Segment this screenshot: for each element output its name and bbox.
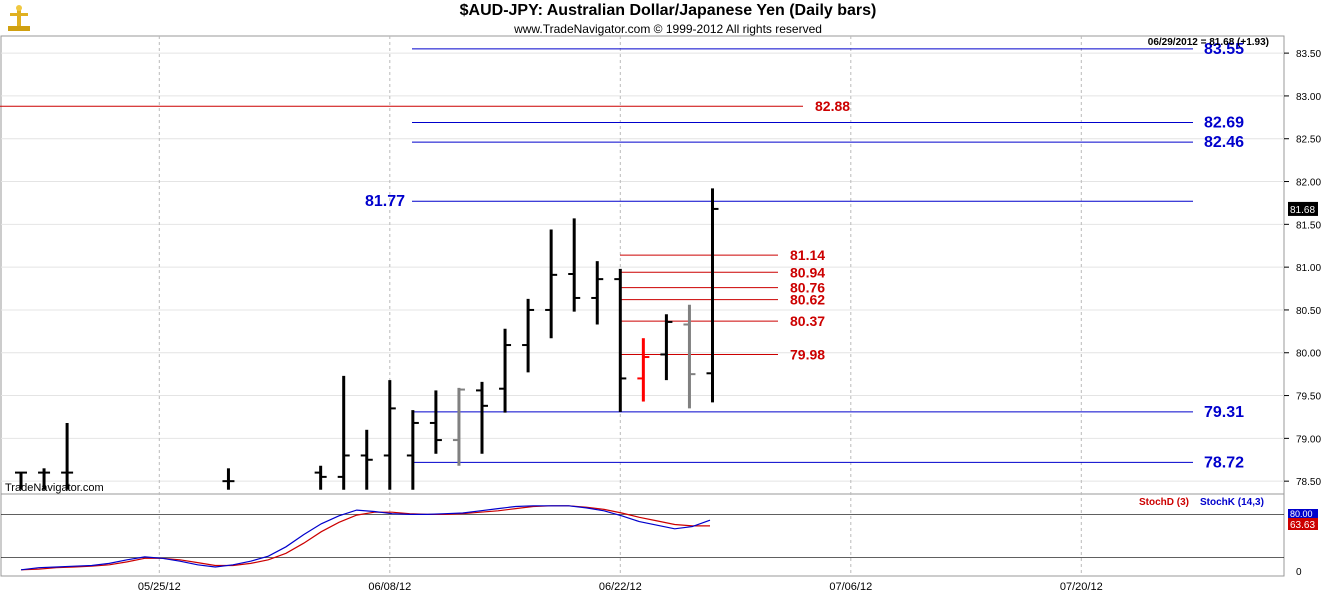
price-tick-label: 83.00 [1296,92,1321,103]
stoch-k-value-box [1288,509,1318,518]
ohlc-bar [476,381,488,454]
ohlc-bar [337,375,350,490]
level-label: 82.46 [1204,134,1244,151]
level-label: 80.37 [790,313,825,329]
price-bars [15,188,719,490]
stochastic-pane-frame [0,493,1285,577]
level-lines: 83.55 82.88 82.69 82.46 81.77 81.1480.9480.76… [0,41,1244,471]
stoch-k-line [20,505,711,571]
grid-lines [1,36,1284,576]
ohlc-bar [314,465,327,490]
level-label: 80.76 [790,280,825,296]
trade-navigator-logo-icon [4,4,34,34]
ohlc-bar [222,468,235,490]
last-price-box [1288,201,1318,216]
stoch-tick-label: 0 [1296,567,1302,578]
stoch-d-line [20,505,710,571]
level-label: 80.62 [790,292,825,308]
level-label: 82.69 [1204,114,1244,131]
price-tick-label: 78.50 [1296,477,1321,488]
price-axis: 78.50 79.00 79.50 80.00 80.50 81.00 81.50 82.00… [1284,49,1321,488]
date-tick-label: 06/22/12 [599,581,642,593]
level-label: 78.72 [1204,454,1244,471]
ohlc-bar [637,338,650,402]
ohlc-bar [683,304,696,409]
date-tick-label: 07/20/12 [1060,581,1103,593]
price-tick-label: 81.50 [1296,220,1321,231]
date-tick-label: 07/06/12 [829,581,872,593]
level-label: 79.31 [1204,404,1244,421]
last-price-label: 81.68 [1290,205,1315,216]
level-label: 80.94 [790,264,825,280]
ohlc-bar [61,422,74,490]
ohlc-bar [614,268,627,412]
stoch-d-value-box [1288,518,1318,530]
price-pane-frame [0,35,1285,495]
stoch-k-value: 80.00 [1290,509,1313,519]
stoch-d-legend: StochD (3) [1139,497,1189,508]
ohlc-bar [429,390,442,454]
price-tick-label: 83.50 [1296,49,1321,60]
ohlc-bar [15,471,27,490]
date-tick-label: 06/08/12 [368,581,411,593]
level-label: 81.14 [790,247,825,263]
chart-title: $AUD-JPY: Australian Dollar/Japanese Yen… [459,2,877,19]
date-axis: 05/25/12 06/08/12 06/22/12 07/06/12 07/20/12 [138,581,1103,593]
date-tick-label: 05/25/12 [138,581,181,593]
stoch-k-legend: StochK (14,3) [1200,497,1264,508]
ohlc-bar [568,218,581,312]
ohlc-bar [522,298,535,373]
stoch-d-value: 63.63 [1290,520,1315,531]
ohlc-bar [383,380,396,490]
ohlc-bar [660,314,673,381]
level-label: 82.88 [815,98,850,114]
ohlc-bar [452,387,465,466]
ohlc-bar [38,468,51,490]
ohlc-bar [406,410,419,490]
last-quote-label: 06/29/2012 = 81.68 (+1.93) [1148,37,1269,48]
watermark-label: TradeNavigator.com [5,482,104,494]
price-tick-label: 82.50 [1296,135,1321,146]
level-label: 81.77 [365,193,405,210]
price-tick-label: 82.00 [1296,178,1321,189]
ohlc-bar [545,229,558,339]
price-tick-label: 80.00 [1296,349,1321,360]
level-label: 79.98 [790,346,825,362]
chart-subtitle: www.TradeNavigator.com © 1999-2012 All r… [514,22,822,36]
price-tick-label: 79.50 [1296,392,1321,403]
ohlc-bar [591,261,604,325]
ohlc-bar [706,188,719,403]
ohlc-bar [360,429,373,490]
level-label: 83.55 [1204,41,1244,58]
ohlc-bar [499,328,512,413]
price-tick-label: 81.00 [1296,263,1321,274]
price-tick-label: 79.00 [1296,434,1321,445]
price-tick-label: 80.50 [1296,306,1321,317]
